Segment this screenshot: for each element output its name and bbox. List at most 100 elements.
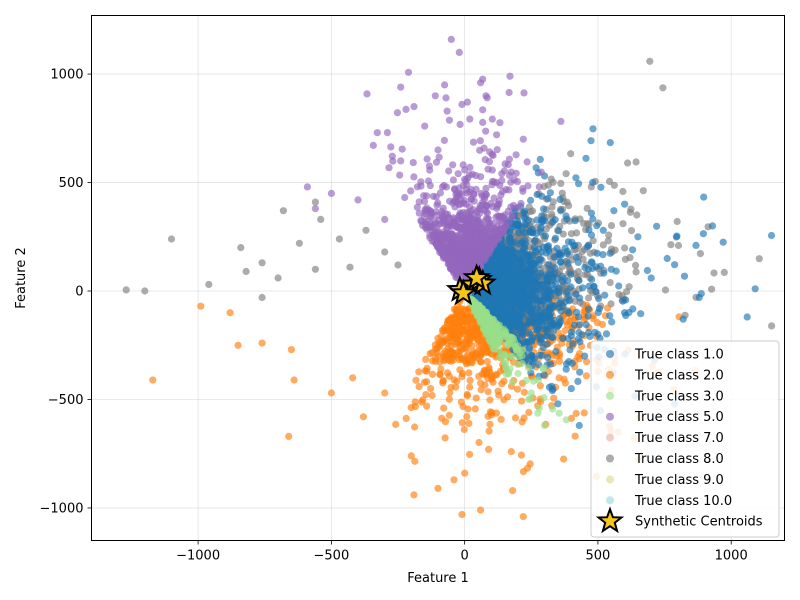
scatter-point: [621, 244, 629, 252]
y-tick-label: −1000: [40, 501, 84, 516]
scatter-point: [575, 421, 583, 430]
scatter-point: [536, 332, 544, 340]
scatter-point: [335, 235, 343, 243]
scatter-point: [463, 392, 471, 400]
scatter-point: [519, 135, 527, 143]
legend-entry: True class 1.0: [606, 348, 724, 363]
scatter-point: [585, 328, 593, 337]
scatter-point: [381, 389, 389, 397]
scatter-point: [458, 100, 466, 108]
scatter-point: [465, 252, 473, 260]
scatter-point: [485, 427, 493, 435]
scatter-point: [540, 292, 548, 300]
scatter-point: [466, 203, 474, 211]
scatter-point: [440, 404, 448, 412]
scatter-point: [572, 253, 580, 261]
scatter-point: [442, 94, 450, 102]
scatter-point: [410, 103, 418, 111]
scatter-point: [505, 155, 513, 163]
scatter-point: [555, 409, 563, 417]
scatter-point: [549, 385, 557, 393]
scatter-point: [567, 385, 575, 393]
scatter-point: [487, 298, 495, 306]
scatter-point: [450, 218, 458, 226]
scatter-point: [462, 345, 470, 353]
scatter-point: [354, 196, 362, 204]
scatter-point: [437, 365, 445, 373]
scatter-point: [530, 266, 539, 274]
scatter-point: [514, 203, 522, 211]
scatter-point: [586, 249, 595, 257]
scatter-point: [602, 330, 611, 338]
scatter-point: [442, 326, 450, 335]
scatter-point: [431, 218, 439, 226]
scatter-point: [404, 68, 413, 76]
scatter-point: [554, 400, 562, 408]
scatter-point: [471, 405, 479, 413]
scatter-point: [491, 237, 499, 245]
legend-marker: [606, 350, 614, 358]
scatter-point: [533, 229, 541, 237]
scatter-point: [279, 207, 287, 215]
scatter-point: [472, 394, 480, 402]
scatter-point: [466, 376, 474, 384]
scatter-point: [411, 423, 419, 431]
scatter-point: [519, 327, 527, 335]
scatter-point: [477, 306, 485, 315]
scatter-point: [421, 122, 429, 130]
scatter-point: [646, 57, 654, 65]
scatter-point: [551, 264, 559, 272]
scatter-point: [505, 88, 513, 97]
scatter-point: [505, 368, 513, 376]
scatter-point: [549, 405, 557, 413]
scatter-point: [556, 315, 564, 323]
scatter-point: [597, 262, 605, 270]
scatter-point: [563, 318, 571, 326]
legend-label: True class 7.0: [634, 431, 724, 446]
scatter-point: [556, 195, 564, 203]
scatter-point: [663, 254, 671, 263]
scatter-point: [585, 226, 593, 234]
scatter-point: [500, 396, 508, 404]
scatter-point: [381, 248, 389, 256]
scatter-point: [441, 254, 449, 262]
scatter-point: [438, 241, 447, 249]
legend-label: True class 5.0: [634, 410, 724, 425]
legend-label: True class 2.0: [634, 368, 724, 383]
scatter-point: [552, 347, 560, 356]
scatter-point: [537, 308, 545, 316]
scatter-point: [508, 333, 516, 342]
scatter-point: [679, 315, 687, 323]
scatter-point: [499, 313, 507, 321]
scatter-point: [453, 189, 461, 197]
legend-label: True class 1.0: [634, 348, 724, 363]
scatter-point: [397, 83, 405, 91]
scatter-point: [501, 160, 509, 168]
scatter-point: [623, 288, 631, 296]
scatter-point: [508, 487, 517, 495]
scatter-point: [604, 237, 612, 245]
scatter-point: [561, 244, 569, 252]
scatter-point: [508, 248, 516, 256]
scatter-point: [410, 491, 418, 499]
scatter-point: [511, 304, 519, 312]
scatter-point: [632, 268, 640, 276]
scatter-point: [537, 168, 545, 176]
scatter-point: [498, 260, 506, 269]
scatter-point: [258, 339, 266, 347]
scatter-point: [493, 335, 501, 343]
scatter-point: [486, 420, 494, 428]
y-tick-label: 1000: [50, 68, 83, 83]
scatter-point: [487, 199, 495, 208]
scatter-point: [525, 344, 534, 352]
scatter-point: [474, 347, 483, 355]
scatter-point: [440, 181, 448, 190]
scatter-point: [505, 219, 513, 227]
scatter-point: [540, 371, 548, 379]
scatter-point: [592, 288, 600, 296]
scatter-point: [486, 396, 494, 404]
scatter-point: [535, 255, 544, 264]
scatter-point: [619, 220, 627, 228]
scatter-point: [464, 405, 472, 413]
scatter-point: [452, 273, 460, 281]
